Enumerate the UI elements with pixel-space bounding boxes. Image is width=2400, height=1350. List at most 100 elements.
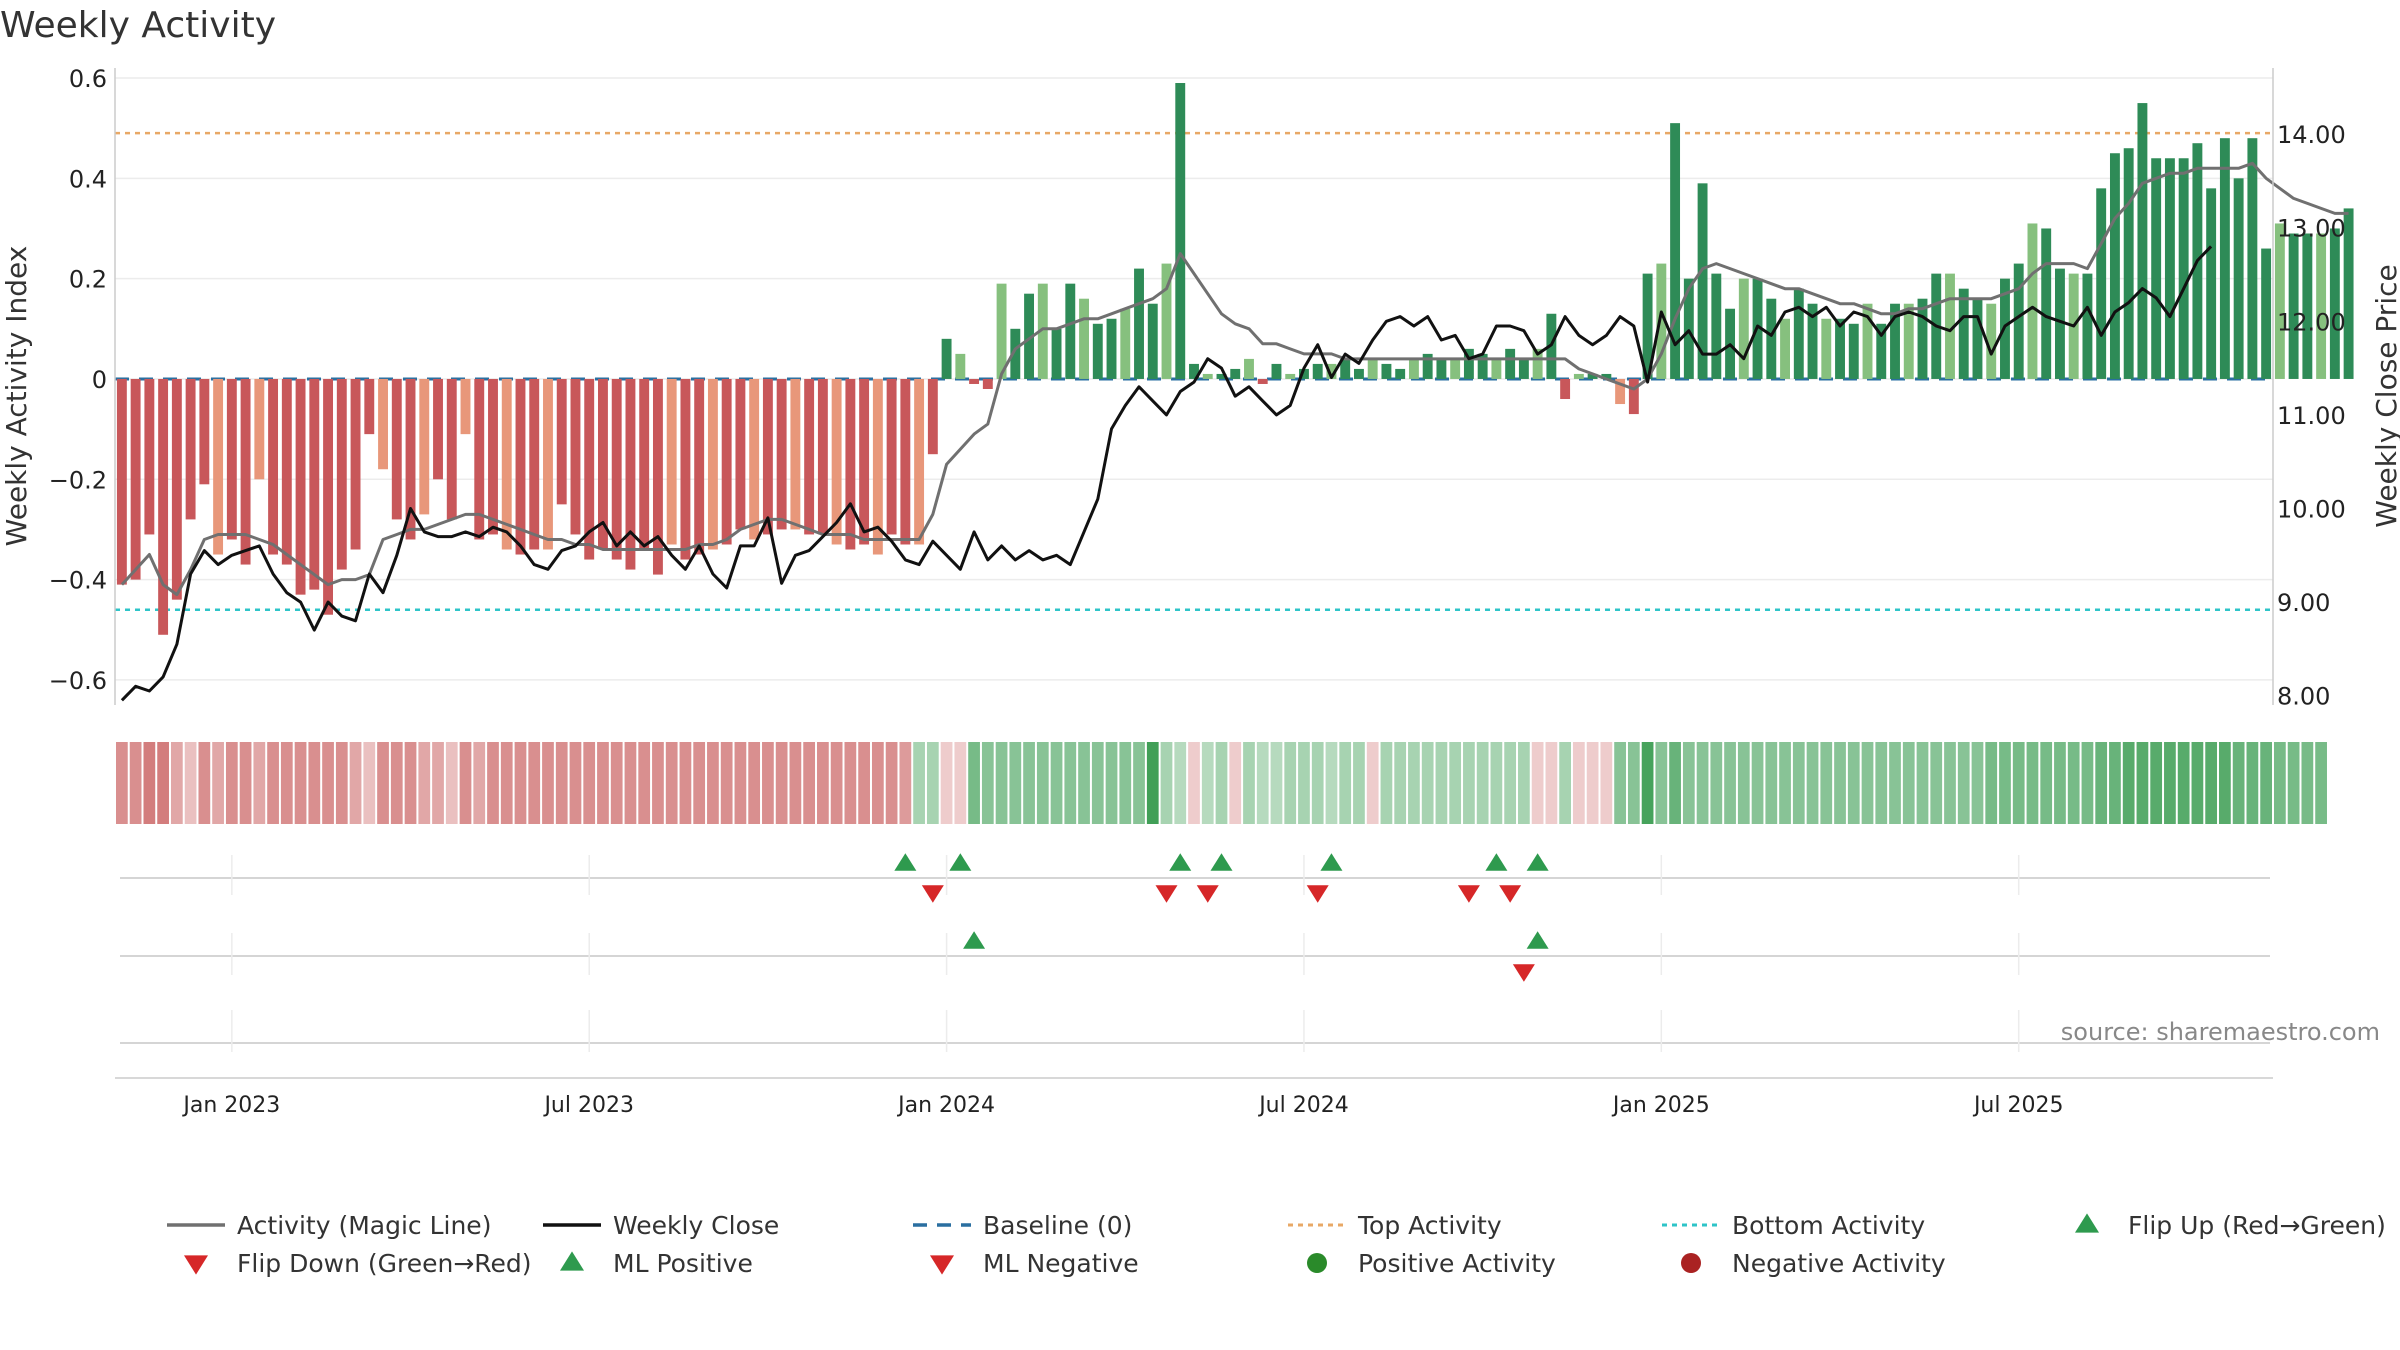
activity-bar bbox=[350, 378, 361, 550]
heat-strip-cell bbox=[775, 742, 788, 824]
heat-strip-cell bbox=[1944, 742, 1956, 824]
activity-bar bbox=[762, 378, 773, 535]
heat-strip-cell bbox=[1669, 742, 1681, 824]
activity-bar bbox=[1285, 373, 1296, 379]
activity-bar bbox=[1793, 288, 1804, 379]
activity-bar bbox=[2206, 188, 2217, 379]
magic-line-series bbox=[120, 161, 2349, 597]
y-tick-label: −0.6 bbox=[49, 667, 107, 695]
heat-strip-cell bbox=[2205, 742, 2218, 824]
activity-bar bbox=[1848, 323, 1859, 379]
activity-bar bbox=[1491, 358, 1502, 379]
heat-strip-cell bbox=[954, 742, 967, 824]
activity-bar bbox=[982, 378, 993, 389]
heat-strip-cell bbox=[597, 742, 609, 824]
activity-bar bbox=[1106, 318, 1117, 379]
activity-bar bbox=[1656, 263, 1667, 379]
activity-bar bbox=[927, 378, 938, 455]
legend-item: Flip Up (Red→Green) bbox=[2075, 1211, 2386, 1240]
heat-strip-cell bbox=[858, 742, 870, 824]
heat-strip-cell bbox=[1518, 742, 1530, 824]
activity-bar bbox=[1876, 323, 1887, 379]
activity-bar bbox=[2288, 233, 2299, 379]
heat-strip-cell bbox=[2315, 742, 2327, 824]
activity-bar bbox=[1821, 318, 1832, 379]
activity-bar bbox=[268, 378, 279, 555]
flip-up-marker bbox=[1485, 853, 1508, 871]
activity-bar bbox=[1903, 303, 1914, 379]
heat-strip-cell bbox=[1889, 742, 1901, 824]
activity-bar bbox=[1807, 303, 1818, 379]
y-right-tick-label: 10.00 bbox=[2277, 495, 2346, 523]
activity-bar bbox=[1477, 353, 1488, 379]
heat-strip-cell bbox=[1256, 742, 1269, 824]
heat-strip-cell bbox=[2260, 742, 2272, 824]
activity-bar bbox=[872, 378, 883, 555]
activity-bar bbox=[666, 378, 677, 545]
heat-strip-cell bbox=[143, 742, 156, 824]
heat-strip-cell bbox=[1779, 742, 1791, 824]
heat-strip-cell bbox=[940, 742, 953, 824]
heat-strip-cell bbox=[693, 742, 706, 824]
flip-down-marker bbox=[921, 885, 944, 903]
heat-strip-cell bbox=[514, 742, 527, 824]
activity-bar bbox=[1518, 358, 1529, 379]
activity-bar bbox=[213, 378, 224, 555]
heat-strip-cell bbox=[2287, 742, 2300, 824]
activity-bar bbox=[817, 378, 828, 535]
heat-strip-cell bbox=[1806, 742, 1819, 824]
heat-strip-cell bbox=[1353, 742, 1365, 824]
activity-bar bbox=[323, 378, 333, 615]
heat-strip-cell bbox=[2040, 742, 2053, 824]
activity-bar bbox=[1037, 283, 1048, 379]
x-axis: Jan 2023 Jul 2023 Jan 2024 Jul 2024 Jan 2025… bbox=[115, 1077, 2273, 1118]
heat-strip-cell bbox=[968, 742, 980, 824]
heat-strip-cell bbox=[2109, 742, 2121, 824]
heat-strip-cell bbox=[1105, 742, 1118, 824]
legend-item: Top Activity bbox=[1288, 1211, 1502, 1240]
heat-strip-cell bbox=[363, 742, 376, 824]
y-right-tick-label: 14.00 bbox=[2277, 121, 2346, 149]
flip-down-marker bbox=[1155, 885, 1178, 903]
activity-bar bbox=[1244, 358, 1254, 379]
heat-strip-cell bbox=[1916, 742, 1929, 824]
activity-bar bbox=[1573, 373, 1584, 379]
legend-label: Positive Activity bbox=[1358, 1249, 1556, 1278]
heat-strip-cell bbox=[2164, 742, 2176, 824]
activity-bar bbox=[2123, 148, 2134, 379]
legend-swatch-triangle-down bbox=[930, 1255, 954, 1275]
y-axis-label-left: Weekly Activity Index bbox=[0, 246, 33, 547]
heat-strip-cell bbox=[2012, 742, 2025, 824]
heat-strip-cell bbox=[170, 742, 183, 824]
y-tick-label: −0.2 bbox=[49, 466, 107, 494]
activity-bar bbox=[1628, 378, 1639, 415]
heat-strip-cell bbox=[803, 742, 816, 824]
activity-bar bbox=[226, 378, 237, 540]
legend: Activity (Magic Line) Weekly Close Baselin… bbox=[167, 1211, 2386, 1278]
activity-bar bbox=[721, 378, 732, 545]
heat-strip-cell bbox=[184, 742, 197, 824]
heat-strip-cell bbox=[652, 742, 664, 824]
activity-bar bbox=[1890, 303, 1900, 379]
heat-strip-cell bbox=[2095, 742, 2108, 824]
activity-bar bbox=[240, 378, 251, 565]
activity-bar bbox=[598, 378, 608, 550]
activity-bar bbox=[2151, 158, 2162, 379]
heat-strip-cell bbox=[1064, 742, 1077, 824]
heat-strip-cell bbox=[2150, 742, 2163, 824]
heat-strip-cell bbox=[2054, 742, 2066, 824]
legend-item: ML Positive bbox=[560, 1249, 753, 1278]
y-axis-label-right: Weekly Close Price bbox=[2370, 264, 2400, 527]
heat-strip-cell bbox=[1614, 742, 1626, 824]
activity-bar bbox=[488, 378, 498, 535]
heat-strip-cell bbox=[1449, 742, 1462, 824]
activity-bar bbox=[1601, 373, 1612, 379]
y-right-tick-label: 8.00 bbox=[2277, 683, 2330, 711]
heat-strip-cell bbox=[1490, 742, 1503, 824]
flip-up-marker bbox=[1210, 853, 1233, 871]
heat-strip-cell bbox=[1380, 742, 1393, 824]
heat-strip-cell bbox=[253, 742, 266, 824]
heat-strip-cell bbox=[1188, 742, 1200, 824]
activity-bar bbox=[1312, 363, 1323, 379]
activity-bar bbox=[391, 378, 402, 520]
